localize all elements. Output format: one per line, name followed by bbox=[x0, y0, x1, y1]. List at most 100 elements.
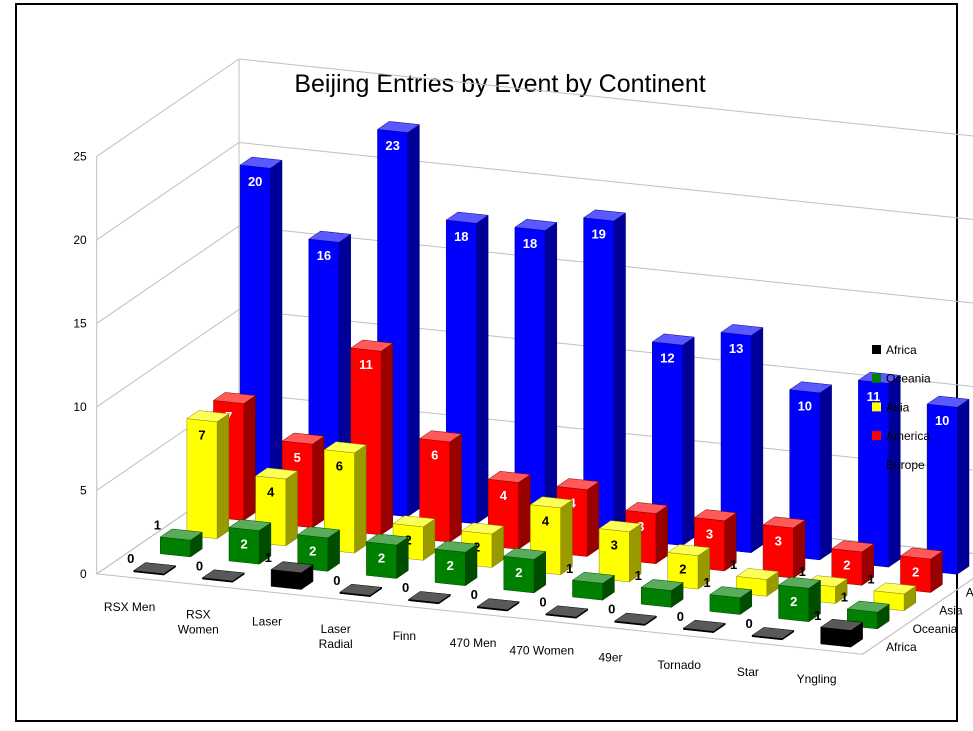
data-label: 1 bbox=[814, 608, 821, 623]
bar-asia-laser: 6 bbox=[323, 441, 367, 554]
bar-africa-49er: 0 bbox=[608, 602, 658, 626]
bar-oceania-470-women: 1 bbox=[566, 561, 616, 601]
data-label: 10 bbox=[798, 399, 812, 414]
bar-europe-finn: 18 bbox=[514, 219, 558, 532]
bar-oceania-tornado: 1 bbox=[703, 575, 753, 615]
x-tick-label: RSX Women bbox=[178, 607, 219, 636]
bar-oceania-laser: 2 bbox=[296, 526, 341, 572]
x-tick-label: Laser Radial bbox=[319, 622, 353, 651]
bar-europe-star: 11 bbox=[857, 371, 902, 568]
bar-oceania-rsx-women: 2 bbox=[228, 519, 272, 565]
data-label: 18 bbox=[454, 229, 468, 244]
legend-swatch bbox=[872, 345, 881, 354]
data-label: 0 bbox=[539, 594, 546, 609]
data-label: 19 bbox=[591, 227, 605, 242]
gridline bbox=[96, 141, 973, 241]
legend-label: America bbox=[886, 429, 930, 443]
data-label: 2 bbox=[240, 536, 247, 551]
bar-america-laser-radial: 6 bbox=[418, 430, 463, 543]
bar-oceania-470-men: 2 bbox=[503, 548, 547, 594]
bar-america-tornado: 3 bbox=[762, 516, 806, 579]
x-tick-label: 49er bbox=[598, 651, 622, 665]
x-axis: RSX Men RSX Women Laser Laser Radial Finn 470 M… bbox=[104, 600, 837, 686]
data-label: 0 bbox=[127, 551, 134, 566]
x-tick-label: Tornado bbox=[658, 658, 702, 672]
legend-swatch bbox=[872, 431, 881, 441]
data-label: 1 bbox=[703, 575, 710, 590]
data-label: 18 bbox=[523, 236, 537, 251]
legend-item-oceania: Oceania bbox=[872, 372, 931, 386]
data-label: 13 bbox=[729, 341, 743, 356]
chart-border bbox=[15, 3, 958, 722]
legend-swatch bbox=[872, 459, 881, 469]
data-label: 1 bbox=[566, 561, 573, 576]
bar-oceania-star: 2 bbox=[777, 576, 822, 623]
data-label: 2 bbox=[790, 594, 797, 609]
bar-oceania-49er: 1 bbox=[635, 568, 684, 608]
data-label: 7 bbox=[198, 427, 205, 442]
data-label: 0 bbox=[196, 558, 203, 573]
legend-item-asia: Asia bbox=[872, 400, 910, 414]
data-label: 2 bbox=[378, 551, 385, 566]
data-label: 1 bbox=[154, 518, 161, 533]
bar-europe-49er: 13 bbox=[720, 324, 764, 554]
data-label: 2 bbox=[912, 565, 919, 580]
bar-africa-laser-radial: 0 bbox=[333, 573, 383, 598]
data-label: 2 bbox=[309, 544, 316, 559]
data-label: 0 bbox=[745, 616, 752, 631]
data-label: 16 bbox=[317, 248, 331, 263]
legend-swatch bbox=[872, 373, 881, 383]
data-label: 1 bbox=[841, 590, 848, 605]
bar-africa-yngling: 1 bbox=[814, 608, 864, 648]
x-tick-label: Laser bbox=[252, 615, 282, 629]
bar-africa-rsx-men: 0 bbox=[127, 551, 177, 576]
y-tick-label: 10 bbox=[73, 400, 87, 414]
data-label: 0 bbox=[471, 587, 478, 602]
depth-tick-label: Africa bbox=[886, 640, 917, 654]
y-tick-label: 15 bbox=[73, 316, 87, 330]
data-label: 2 bbox=[843, 558, 850, 573]
legend: Africa Oceania Asia America Europe bbox=[872, 343, 931, 472]
data-label: 0 bbox=[677, 609, 684, 624]
legend-item-europe: Europe bbox=[872, 458, 925, 472]
data-label: 20 bbox=[248, 174, 262, 189]
bar-africa-470-men: 0 bbox=[471, 587, 520, 612]
data-label: 0 bbox=[608, 602, 615, 617]
data-label: 6 bbox=[336, 459, 343, 474]
data-label: 2 bbox=[515, 565, 522, 580]
legend-item-africa: Africa bbox=[872, 343, 917, 357]
data-label: 5 bbox=[294, 450, 301, 465]
data-label: 1 bbox=[635, 568, 642, 583]
data-label: 11 bbox=[867, 389, 881, 404]
bar-america-star: 2 bbox=[831, 540, 875, 586]
x-tick-label: 470 Men bbox=[450, 636, 497, 650]
depth-tick-label: America bbox=[966, 586, 973, 600]
legend-label: Africa bbox=[886, 343, 917, 357]
bar-africa-rsx-women: 0 bbox=[196, 558, 245, 583]
bar-africa-laser: 1 bbox=[265, 550, 314, 590]
data-label: 6 bbox=[431, 448, 438, 463]
bar-oceania-laser-radial: 2 bbox=[365, 533, 410, 579]
x-tick-label: 470 Women bbox=[510, 643, 574, 657]
bar-africa-star: 0 bbox=[745, 616, 795, 641]
bars: 2016231818191213101110751164433322746224… bbox=[127, 121, 970, 648]
depth-tick-label: Oceania bbox=[913, 622, 958, 636]
data-label: 0 bbox=[402, 580, 409, 595]
bar-asia-rsx-men: 7 bbox=[186, 410, 230, 540]
legend-label: Europe bbox=[886, 458, 925, 472]
bar-africa-470-women: 0 bbox=[539, 594, 589, 619]
data-label: 2 bbox=[679, 561, 686, 576]
gridline bbox=[96, 58, 973, 157]
y-tick-label: 5 bbox=[80, 483, 87, 497]
chart-title: Beijing Entries by Event by Continent bbox=[294, 70, 705, 98]
y-tick-label: 25 bbox=[73, 149, 87, 163]
x-tick-label: RSX Men bbox=[104, 600, 155, 614]
data-label: 1 bbox=[867, 571, 874, 586]
bar-asia-470-women: 3 bbox=[598, 520, 642, 583]
bar-oceania-finn: 2 bbox=[434, 540, 478, 587]
bar-asia-49er: 2 bbox=[667, 544, 711, 590]
y-axis: 0 5 10 15 20 25 bbox=[73, 149, 98, 581]
